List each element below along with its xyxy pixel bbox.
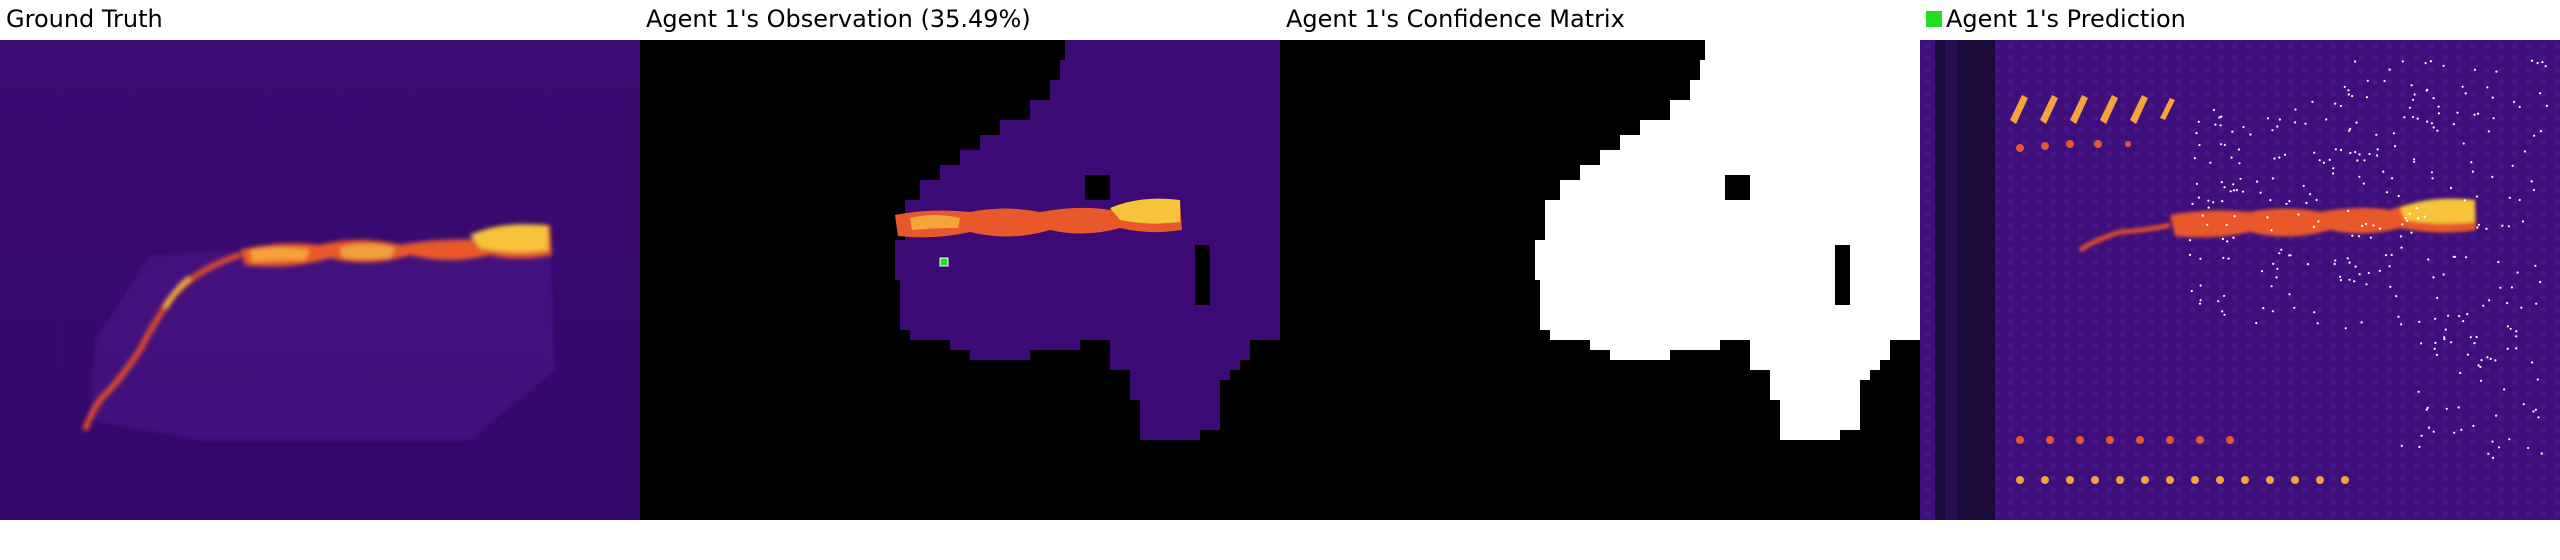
observation-image — [640, 40, 1280, 520]
title-confidence-matrix: Agent 1's Confidence Matrix — [1286, 5, 1625, 33]
confidence-matrix-image — [1280, 40, 1920, 520]
prediction-image — [1920, 40, 2560, 520]
agent-legend-swatch — [1926, 11, 1942, 27]
agent-marker — [939, 257, 949, 267]
title-prediction: Agent 1's Prediction — [1946, 5, 2186, 33]
title-ground-truth: Ground Truth — [6, 5, 163, 33]
ground-truth-image — [0, 40, 640, 520]
title-observation: Agent 1's Observation (35.49%) — [646, 5, 1031, 33]
